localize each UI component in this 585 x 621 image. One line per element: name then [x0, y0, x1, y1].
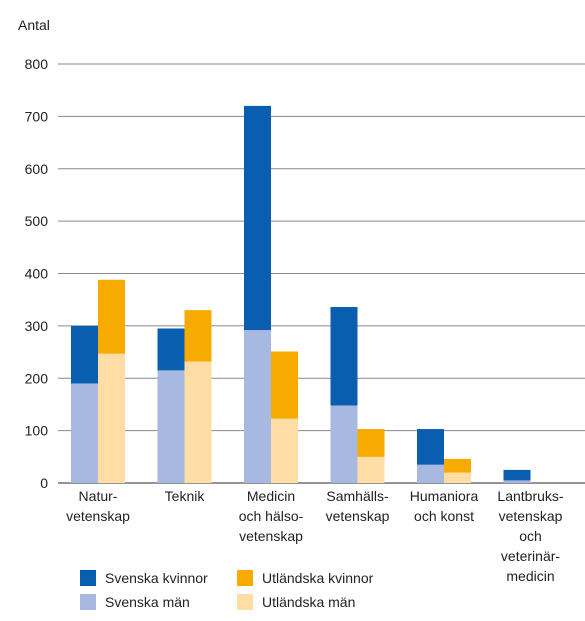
- category-label-line: Lantbruks-: [497, 488, 563, 504]
- bar-utländska-män-2: [271, 418, 298, 483]
- category-label-line: Natur-: [79, 488, 118, 504]
- y-tick-label-200: 200: [25, 370, 49, 386]
- bar-svenska-män-5: [503, 480, 531, 483]
- bar-utländska-män-0: [98, 353, 125, 483]
- bar-utländska-kvinnor-3: [357, 429, 385, 457]
- category-label-line: Teknik: [165, 488, 206, 504]
- category-label-line: vetenskap: [66, 508, 130, 524]
- bar-utländska-kvinnor-2: [271, 351, 298, 419]
- legend: Svenska kvinnor Utländska kvinnor Svenska …: [80, 570, 374, 610]
- legend-swatch-1: [237, 570, 253, 586]
- bar-svenska-män-1: [157, 370, 185, 483]
- category-label-line: och hälso-: [239, 508, 304, 524]
- category-label-line: Medicin: [247, 488, 295, 504]
- legend-swatch-0: [80, 570, 96, 586]
- bar-utländska-kvinnor-1: [184, 310, 212, 362]
- category-label-line: och konst: [414, 508, 474, 524]
- bar-utländska-män-4: [444, 472, 471, 483]
- y-tick-label-600: 600: [25, 161, 49, 177]
- y-tick-label-400: 400: [25, 266, 49, 282]
- legend-label-2: Svenska män: [105, 594, 190, 610]
- bar-utländska-män-3: [357, 456, 385, 483]
- category-label-line: och: [519, 528, 542, 544]
- category-label-2: Medicin och hälso-vetenskap: [239, 488, 304, 544]
- category-label-line: medicin: [506, 568, 554, 584]
- y-axis-label: Antal: [18, 17, 50, 33]
- bar-utländska-kvinnor-4: [444, 458, 471, 473]
- category-label-line: Humaniora: [410, 488, 479, 504]
- category-label-3: Samhälls-vetenskap: [326, 488, 390, 524]
- category-label-line: Samhälls-: [326, 488, 389, 504]
- category-label-0: Natur-vetenskap: [66, 488, 130, 524]
- bar-svenska-kvinnor-5: [503, 469, 531, 481]
- bar-svenska-män-4: [417, 464, 444, 483]
- legend-label-1: Utländska kvinnor: [262, 570, 374, 586]
- y-tick-label-500: 500: [25, 213, 49, 229]
- category-label-4: Humaniora och konst: [410, 488, 479, 524]
- y-tick-label-300: 300: [25, 318, 49, 334]
- bar-svenska-kvinnor-2: [244, 105, 271, 331]
- bar-svenska-kvinnor-3: [330, 307, 358, 406]
- bar-utländska-män-1: [184, 361, 212, 483]
- legend-swatch-3: [237, 594, 253, 610]
- category-label-line: vetenskap: [499, 508, 563, 524]
- bars: [71, 105, 531, 483]
- bar-svenska-män-0: [71, 383, 98, 483]
- category-label-5: Lantbruks-vetenskap och veterinär-medicin: [497, 488, 563, 584]
- y-tick-label-700: 700: [25, 108, 49, 124]
- x-category-labels: Natur-vetenskap Teknik Medicin och hälso-ve…: [66, 488, 564, 584]
- bar-svenska-kvinnor-0: [71, 325, 98, 384]
- legend-label-0: Svenska kvinnor: [105, 570, 208, 586]
- legend-label-3: Utländska män: [262, 594, 355, 610]
- category-label-1: Teknik: [165, 488, 206, 504]
- category-label-line: vetenskap: [239, 528, 303, 544]
- bar-svenska-kvinnor-4: [417, 429, 444, 465]
- bar-svenska-män-3: [330, 405, 358, 483]
- bar-utländska-kvinnor-0: [98, 279, 125, 354]
- legend-swatch-2: [80, 594, 96, 610]
- bar-svenska-män-2: [244, 330, 271, 483]
- gridlines: [58, 63, 585, 484]
- y-tick-label-800: 800: [25, 56, 49, 72]
- category-label-line: veterinär-: [501, 548, 560, 564]
- y-tick-label-0: 0: [40, 475, 48, 491]
- y-tick-label-100: 100: [25, 423, 49, 439]
- category-label-line: vetenskap: [326, 508, 390, 524]
- bar-svenska-kvinnor-1: [157, 328, 185, 371]
- y-tick-labels: 0 100 200 300 400 500 600 700 800: [25, 56, 49, 491]
